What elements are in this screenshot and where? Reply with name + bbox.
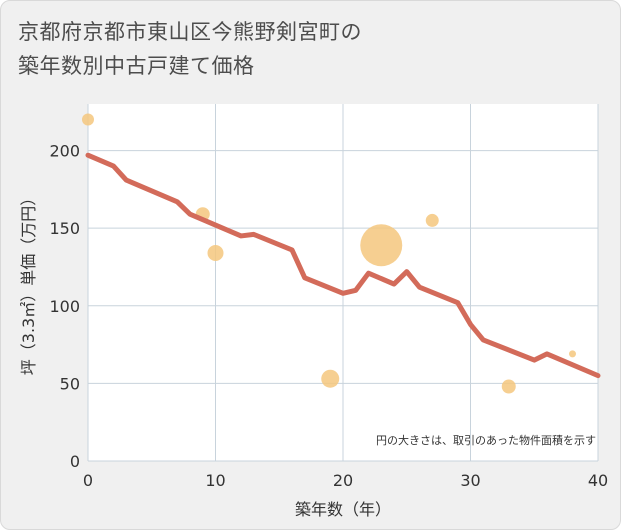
data-bubble [501, 379, 516, 394]
data-bubble [207, 245, 224, 262]
data-bubble [425, 213, 439, 227]
y-tick-label: 100 [49, 297, 80, 316]
x-axis-label: 築年数（年） [295, 500, 391, 519]
y-tick-label: 200 [49, 142, 80, 161]
title-line-1: 京都府京都市東山区今熊野剣宮町の [18, 20, 362, 44]
x-tick-label: 10 [205, 471, 225, 490]
chart-title: 京都府京都市東山区今熊野剣宮町の 築年数別中古戸建て価格 [18, 15, 362, 83]
data-bubble [321, 369, 340, 388]
data-bubble [82, 113, 94, 126]
y-tick-label: 50 [60, 374, 80, 393]
y-tick-label: 150 [49, 219, 80, 238]
trend-line [85, 152, 601, 379]
x-tick-label: 30 [460, 471, 480, 490]
y-tick-label: 0 [70, 452, 80, 471]
x-tick-label: 40 [588, 471, 608, 490]
y-axis-label: 坪（3.3㎡）単価（万円） [19, 190, 38, 375]
x-tick-label: 20 [333, 471, 353, 490]
size-note: 円の大きさは、取引のあった物件面積を示す [376, 433, 596, 447]
title-line-2: 築年数別中古戸建て価格 [18, 54, 255, 78]
x-tick-label: 0 [83, 471, 93, 490]
data-bubble [360, 224, 403, 267]
data-bubble [569, 350, 576, 358]
